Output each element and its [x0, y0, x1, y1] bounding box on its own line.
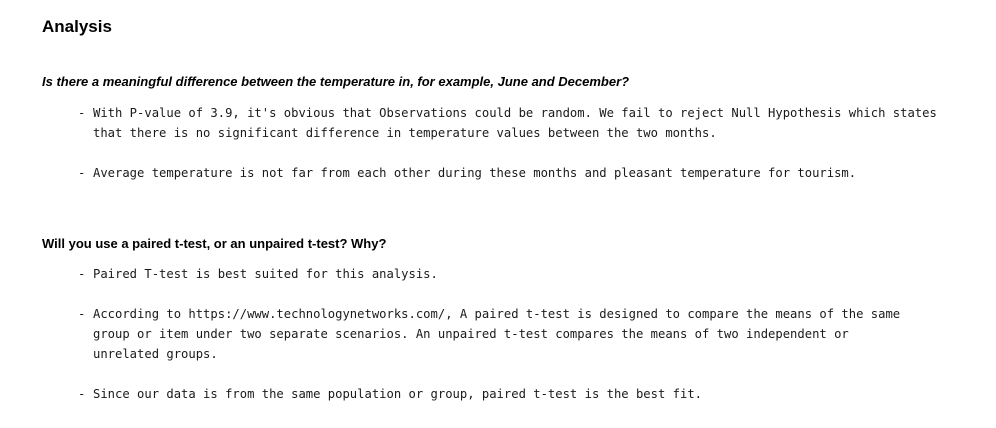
bullet-text: Since our data is from the same populati…	[93, 387, 703, 401]
bullet-marker: -	[78, 307, 86, 321]
bullet-text: With P-value of 3.9, it's obvious that O…	[93, 106, 937, 140]
bullet-marker: -	[78, 106, 86, 120]
bullet-item: - Paired T-test is best suited for this …	[78, 264, 988, 284]
question-temperature-difference: Is there a meaningful difference between…	[42, 74, 630, 89]
bullet-item: - Since our data is from the same popula…	[78, 384, 988, 404]
question-paired-vs-unpaired: Will you use a paired t-test, or an unpa…	[42, 236, 387, 251]
bullet-marker: -	[78, 267, 86, 281]
bullet-text: According to https://www.technologynetwo…	[93, 307, 901, 361]
bullet-text: Paired T-test is best suited for this an…	[93, 267, 438, 281]
bullet-marker: -	[78, 166, 86, 180]
bullet-item: - With P-value of 3.9, it's obvious that…	[78, 103, 988, 143]
bullet-text: Average temperature is not far from each…	[93, 166, 857, 180]
analysis-heading: Analysis	[42, 17, 112, 36]
bullet-item: - According to https://www.technologynet…	[78, 304, 988, 364]
bullet-item: - Average temperature is not far from ea…	[78, 163, 988, 183]
bullet-marker: -	[78, 387, 86, 401]
